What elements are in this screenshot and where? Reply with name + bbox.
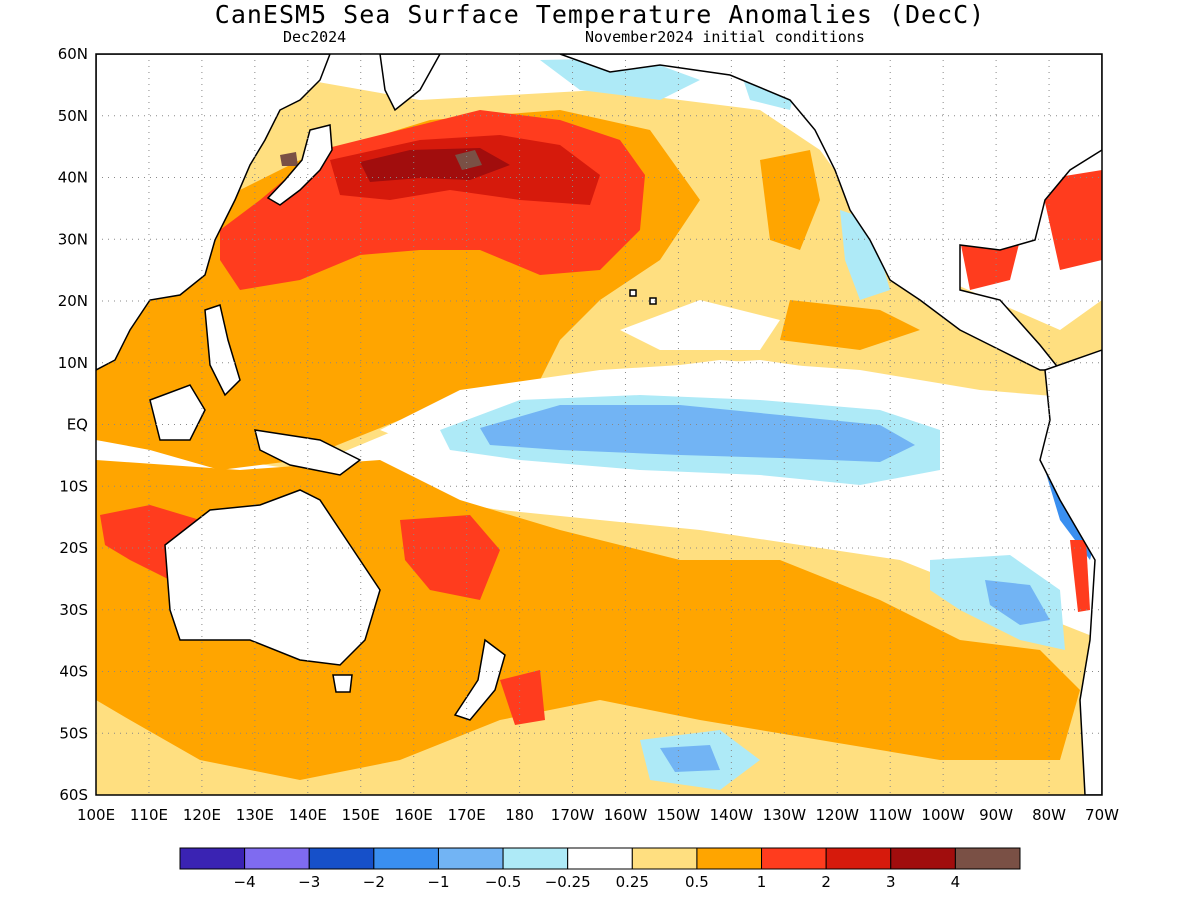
map-title: CanESM5 Sea Surface Temperature Anomalie… (214, 0, 986, 29)
colorbar-swatch (567, 847, 633, 870)
colorbar-swatch (179, 847, 246, 870)
lon-label: 180 (505, 806, 534, 824)
lon-label: 100W (921, 806, 965, 824)
lon-label: 150E (342, 806, 380, 824)
land-new-zealand (453, 638, 506, 721)
lat-label: 20S (59, 539, 88, 557)
anomaly-region-north-cool (540, 58, 890, 300)
colorbar-swatch (761, 847, 827, 870)
lon-label: 170E (448, 806, 486, 824)
lat-label: 20N (58, 292, 88, 310)
colorbar-label: 0.25 (616, 873, 649, 891)
lon-label: 130W (763, 806, 807, 824)
lon-label: 110W (868, 806, 912, 824)
colorbar-swatch (308, 847, 375, 870)
colorbar-label: −1 (427, 873, 449, 891)
land-hawaii (629, 289, 657, 305)
lat-label: 60S (59, 786, 88, 804)
lon-label: 110E (130, 806, 168, 824)
lon-label: 120E (183, 806, 221, 824)
lat-label: 30S (59, 601, 88, 619)
anomaly-region-chile-warm (1070, 540, 1090, 612)
colorbar-swatch (373, 847, 439, 870)
colorbar-swatch (696, 847, 763, 870)
land-north-america (559, 54, 1102, 371)
land-kamchatka (379, 54, 441, 112)
lon-label: 160W (604, 806, 648, 824)
lon-label: 140E (289, 806, 327, 824)
lat-label: 50S (59, 724, 88, 742)
colorbar-swatch (437, 847, 504, 870)
colorbar-label: 2 (821, 873, 831, 891)
anomaly-field (96, 54, 1102, 795)
anomaly-region-kuroshio-max (280, 150, 482, 170)
lat-label: 30N (58, 230, 88, 248)
anomaly-region-north-atlantic (960, 55, 1102, 290)
colorbar-label: −3 (298, 873, 320, 891)
anomaly-region-southeast-cool-core (660, 580, 1050, 772)
lon-label: 170W (551, 806, 595, 824)
lon-label: 160E (395, 806, 433, 824)
colorbar-swatch (631, 847, 698, 870)
land-asia (96, 54, 331, 371)
longitude-labels: 100E 110E 120E 130E 140E 150E 160E 170E 180 170W 1… (77, 806, 1119, 824)
latitude-labels: 60N 50N 40N 30N 20N 10N EQ 10S 20S 30S 40S 50S 60S (58, 45, 88, 804)
colorbar-labels: −4 −3 −2 −1 −0.5 −0.25 0.25 0.5 1 2 3 4 (234, 873, 961, 891)
plot-frame (95, 53, 1103, 796)
lon-label: 100E (77, 806, 115, 824)
colorbar-label: 4 (951, 873, 961, 891)
land-borneo (149, 384, 206, 441)
colorbar (179, 847, 1021, 870)
colorbar-swatch (954, 847, 1021, 870)
lon-label: 140W (710, 806, 754, 824)
land-south-america (1039, 349, 1102, 795)
colorbar-swatch (502, 847, 569, 870)
anomaly-region-east-warm (760, 150, 920, 350)
lon-label: 150W (657, 806, 701, 824)
lat-label: 40N (58, 169, 88, 187)
colorbar-label: 3 (886, 873, 896, 891)
colorbar-swatch (244, 847, 310, 870)
anomaly-region-tasman (400, 515, 545, 725)
lon-label: 70W (1085, 806, 1119, 824)
colorbar-label: 1 (757, 873, 767, 891)
lon-label: 120W (816, 806, 860, 824)
colorbar-label: 0.5 (685, 873, 709, 891)
lat-label: 10S (59, 477, 88, 495)
lat-label: 10N (58, 354, 88, 372)
anomaly-region-cold-tongue (480, 405, 915, 462)
colorbar-label: −0.5 (485, 873, 521, 891)
colorbar-label: −4 (234, 873, 256, 891)
land-philippines (204, 304, 241, 397)
lat-label: 50N (58, 107, 88, 125)
land-tasmania (332, 674, 353, 693)
lat-label: EQ (67, 416, 88, 434)
colorbar-label: −0.25 (545, 873, 591, 891)
lon-label: 130E (236, 806, 274, 824)
land-japan (266, 124, 333, 206)
land-masses (96, 54, 1102, 795)
colorbar-label: −2 (363, 873, 385, 891)
lat-label: 40S (59, 663, 88, 681)
colorbar-swatch (825, 847, 892, 870)
initial-conditions-label: November2024 initial conditions (585, 28, 865, 46)
colorbar-swatch (890, 847, 956, 870)
lat-label: 60N (58, 45, 88, 63)
land-australia (164, 489, 381, 666)
valid-month-label: Dec2024 (283, 28, 347, 46)
lon-label: 90W (979, 806, 1013, 824)
lon-label: 80W (1032, 806, 1066, 824)
land-new-guinea (253, 429, 362, 476)
